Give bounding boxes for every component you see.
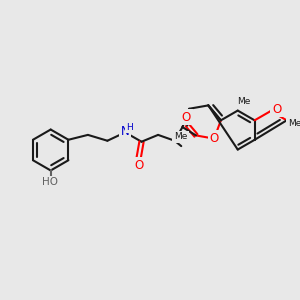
Text: O: O (210, 132, 219, 145)
Text: O: O (272, 103, 281, 116)
Text: H: H (126, 123, 133, 132)
Text: HO: HO (42, 177, 58, 187)
Text: Me: Me (288, 119, 300, 128)
Text: O: O (134, 159, 143, 172)
Text: Me: Me (237, 97, 250, 106)
Text: Me: Me (174, 132, 187, 141)
Text: N: N (121, 125, 129, 139)
Text: O: O (182, 111, 191, 124)
